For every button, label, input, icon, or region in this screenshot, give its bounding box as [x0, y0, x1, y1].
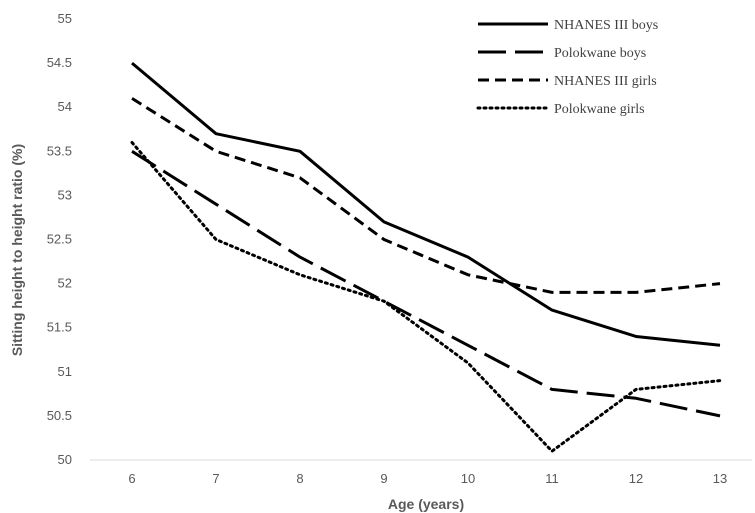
- legend-label: NHANES III girls: [554, 74, 657, 89]
- x-axis-title: Age (years): [388, 496, 464, 512]
- x-tick-label: 12: [629, 471, 643, 486]
- x-tick-label: 6: [128, 471, 135, 486]
- series-line-polokwane-boys: [131, 150, 721, 418]
- y-tick-label: 54: [58, 99, 72, 114]
- x-tick-label: 7: [212, 471, 219, 486]
- legend-label: NHANES III boys: [554, 18, 658, 33]
- series-line-nhanes-iii-girls: [131, 97, 721, 294]
- legend: NHANES III boys Polokwane boys NHANES III …: [476, 18, 658, 117]
- y-tick-label: 51: [58, 364, 72, 379]
- legend-label: Polokwane boys: [554, 46, 646, 61]
- x-tick-label: 11: [545, 471, 559, 486]
- y-tick-label: 51.5: [47, 320, 72, 335]
- y-tick-label: 54.5: [47, 55, 72, 70]
- y-tick-label: 50.5: [47, 408, 72, 423]
- y-tick-label: 55: [58, 11, 72, 26]
- series-line-nhanes-iii-boys: [131, 61, 721, 347]
- x-tick-label: 10: [461, 471, 475, 486]
- y-tick-label: 52.5: [47, 232, 72, 247]
- y-tick-label: 50: [58, 452, 72, 467]
- y-tick-label: 53.5: [47, 143, 72, 158]
- series-line-polokwane-girls: [130, 141, 722, 453]
- y-axis-ticks: 50 50.5 51 51.5 52 52.5 53 53.5 54 54.5 55: [47, 11, 72, 467]
- y-axis-title: Sitting height to height ratio (%): [9, 144, 25, 356]
- x-tick-label: 8: [296, 471, 303, 486]
- legend-label: Polokwane girls: [554, 102, 645, 117]
- x-tick-label: 13: [713, 471, 727, 486]
- y-tick-label: 52: [58, 276, 72, 291]
- series-lines: [130, 61, 722, 453]
- x-tick-label: 9: [380, 471, 387, 486]
- x-axis-ticks: 6 7 8 9 10 11 12 13: [128, 471, 727, 486]
- y-tick-label: 53: [58, 187, 72, 202]
